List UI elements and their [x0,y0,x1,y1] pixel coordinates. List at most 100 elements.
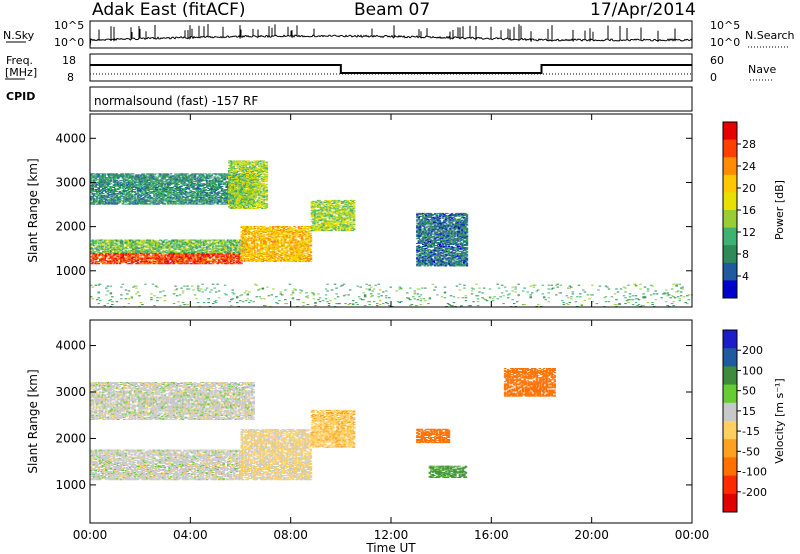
power-cell [189,249,192,251]
power-cell [239,249,242,251]
power-cell [159,255,162,257]
power-cell [260,256,263,258]
power-cell [278,231,281,233]
power-cell [343,219,347,221]
power-cell [129,176,132,178]
power-cell [100,181,103,183]
power-cell [189,260,192,262]
power-cell [324,218,327,220]
power-cell [348,214,351,216]
power-cell [245,249,248,251]
power-cell [123,178,126,180]
power-cell [270,251,274,253]
power-cell [190,248,194,250]
power-cell [184,260,188,262]
power-cell [222,261,225,263]
power-cell [352,226,356,228]
power-cell [208,258,212,260]
power-cell [288,230,292,232]
power-cell [148,184,152,186]
power-cell [130,250,134,252]
power-cell [330,224,333,226]
power-cell [346,228,350,230]
power-cell [309,237,313,239]
power-cell [106,189,110,190]
power-cell [187,250,191,252]
power-cell [337,221,341,223]
power-cell [172,258,176,260]
power-cell [141,178,144,180]
power-cell [195,243,198,245]
power-cell [93,257,96,259]
power-cell [160,257,164,259]
power-cell [172,245,176,247]
power-cell [233,249,236,251]
power-cell [160,180,164,182]
power-cell [144,191,147,193]
power-cell [327,228,330,230]
power-cell [129,247,132,249]
power-cell [121,241,125,243]
power-cell [192,256,195,258]
power-cell [296,232,299,234]
power-cell [242,243,245,245]
power-cell [129,175,132,177]
power-cell [100,176,103,178]
power-cell [102,256,105,258]
power-cell [236,249,239,251]
power-cell [147,249,150,251]
power-cell [252,234,255,236]
power-cell [165,250,168,252]
power-cell [105,256,108,258]
power-cell [132,190,135,192]
power-cell [132,259,135,261]
power-cell [254,260,257,261]
power-cell [121,192,125,194]
power-cell [260,250,263,252]
power-cell [157,243,161,245]
power-cell [186,239,189,241]
power-cell [159,189,162,190]
power-cell [165,246,168,248]
power-cell [267,260,271,261]
power-cell [154,255,158,257]
power-cell [130,239,134,241]
power-cell [318,202,321,204]
power-cell [171,243,174,245]
power-cell [297,229,301,231]
power-cell [150,245,153,247]
power-cell [184,244,188,246]
power-cell [263,252,266,254]
power-cell [175,247,179,249]
power-cell [109,197,113,199]
power-cell [202,250,206,252]
power-cell [112,243,116,245]
power-cell [257,260,260,261]
power-cell [346,203,350,205]
power-cell [126,203,129,205]
power-cell [124,188,128,189]
power-cell [306,237,310,239]
power-cell [214,242,218,244]
power-cell [205,260,209,262]
power-cell [91,263,94,265]
power-cell [186,249,189,251]
power-cell [293,234,296,236]
power-cell [129,250,132,252]
power-cell [132,262,135,264]
power-cell [195,240,198,242]
power-cell [147,244,150,246]
power-cell [290,251,293,253]
power-cell [111,195,114,197]
power-cell [129,188,132,189]
power-cell [109,246,113,248]
power-cell [237,241,240,243]
power-cell [172,260,176,262]
power-cell [345,221,348,223]
power-cell [136,256,140,258]
power-cell [272,233,275,235]
power-cell [156,246,159,248]
power-cell [245,230,248,232]
power-cell [285,258,289,260]
power-cell [136,178,140,180]
